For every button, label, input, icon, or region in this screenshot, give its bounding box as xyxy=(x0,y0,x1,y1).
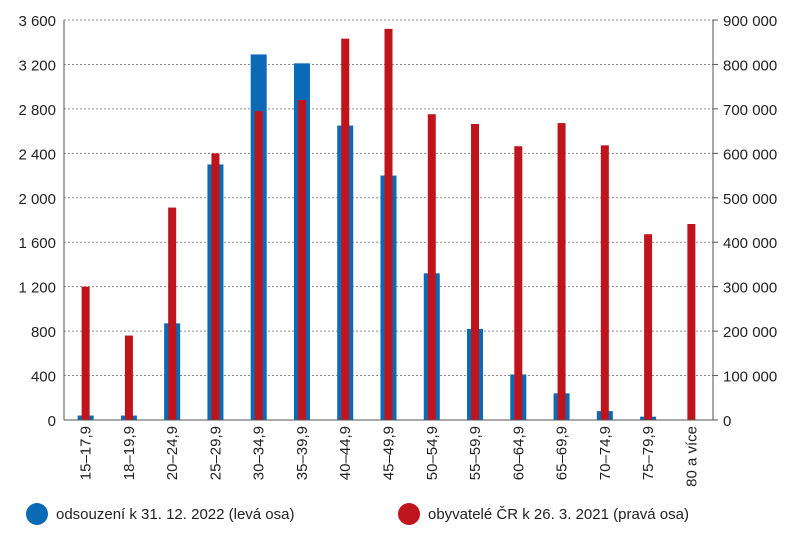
bar-population xyxy=(297,100,306,420)
y-left-tick-label: 1 200 xyxy=(18,280,56,297)
bar-population xyxy=(254,111,263,420)
x-tick-label: 60–64,9 xyxy=(510,426,527,480)
y-right-tick-label: 100 000 xyxy=(723,369,777,386)
y-right-tick-label: 200 000 xyxy=(723,324,777,341)
bar-population xyxy=(211,153,220,421)
legend-label-convicted: odsouzení k 31. 12. 2022 (levá osa) xyxy=(56,505,295,523)
bar-population xyxy=(124,335,133,420)
bar-chart: 0 400 800 1 200 1 600 2 000 2 400 2 800 3 200 3 6… xyxy=(18,13,777,487)
y-right-tick-label: 800 000 xyxy=(723,57,777,74)
x-tick-label: 75–79,9 xyxy=(640,426,657,480)
y-left-tick-label: 400 xyxy=(31,369,56,386)
x-tick-label: 70–74,9 xyxy=(597,426,614,480)
x-tick-label: 15–17,9 xyxy=(78,426,95,480)
y-right-tick-label: 700 000 xyxy=(723,102,777,119)
y-left-tick-label: 3 200 xyxy=(18,57,56,74)
bar-population xyxy=(471,124,480,420)
y-left-tick-label: 0 xyxy=(48,413,56,430)
x-tick-label: 20–24,9 xyxy=(164,426,181,480)
legend-item-population: obyvatelé ČR k 26. 3. 2021 (pravá osa) xyxy=(398,503,689,525)
y-left-tick-label: 2 400 xyxy=(18,146,56,163)
legend-swatch-population xyxy=(398,503,420,525)
y-left-tick-label: 2 800 xyxy=(18,102,56,119)
bar-population xyxy=(81,286,90,420)
y-right-tick-label: 900 000 xyxy=(723,13,777,30)
x-tick-label: 55–59,9 xyxy=(467,426,484,480)
x-tick-label: 45–49,9 xyxy=(381,426,398,480)
bar-population xyxy=(341,38,350,421)
bar-population xyxy=(514,146,523,420)
y-left-tick-label: 1 600 xyxy=(18,235,56,252)
bar-population xyxy=(384,28,393,421)
x-tick-label: 50–54,9 xyxy=(424,426,441,480)
x-tick-label: 80 a více xyxy=(683,426,700,487)
x-tick-label: 35–39,9 xyxy=(294,426,311,480)
y-right-tick-label: 300 000 xyxy=(723,280,777,297)
bar-population xyxy=(427,114,436,420)
bar-population xyxy=(168,207,177,420)
legend-label-population: obyvatelé ČR k 26. 3. 2021 (pravá osa) xyxy=(428,505,689,523)
y-right-tick-label: 600 000 xyxy=(723,146,777,163)
y-right-tick-label: 500 000 xyxy=(723,191,777,208)
y-left-tick-label: 800 xyxy=(31,324,56,341)
x-tick-label: 30–34,9 xyxy=(251,426,268,480)
bar-population xyxy=(600,145,609,421)
bar-population xyxy=(557,123,566,420)
x-tick-label: 18–19,9 xyxy=(121,426,138,480)
x-tick-label: 40–44,9 xyxy=(337,426,354,480)
legend-swatch-convicted xyxy=(26,503,48,525)
bar-population xyxy=(687,224,696,420)
legend-item-convicted: odsouzení k 31. 12. 2022 (levá osa) xyxy=(26,503,295,525)
y-left-tick-label: 3 600 xyxy=(18,13,56,30)
x-tick-label: 25–29,9 xyxy=(207,426,224,480)
y-left-tick-label: 2 000 xyxy=(18,191,56,208)
bar-population xyxy=(644,234,653,420)
chart-legend: odsouzení k 31. 12. 2022 (levá osa) obyv… xyxy=(0,503,800,531)
y-right-tick-label: 400 000 xyxy=(723,235,777,252)
x-tick-label: 65–69,9 xyxy=(554,426,571,480)
y-right-tick-label: 0 xyxy=(723,413,731,430)
